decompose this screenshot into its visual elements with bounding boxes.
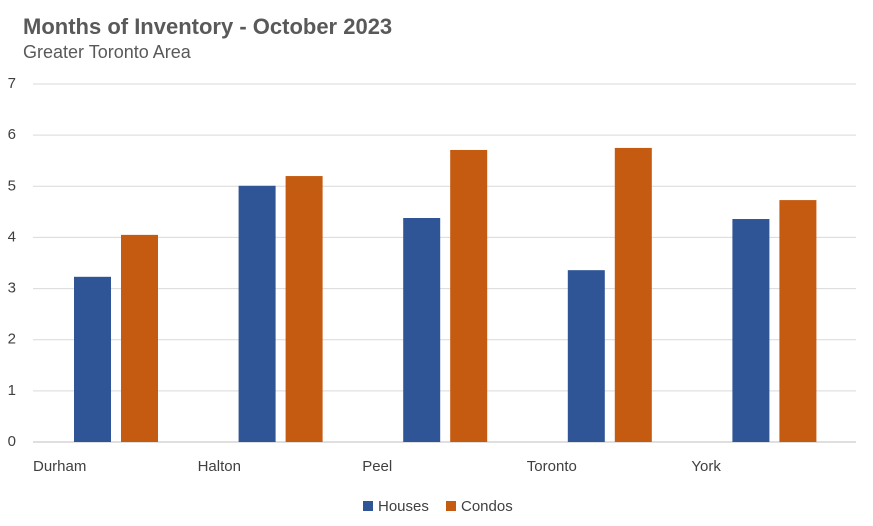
bar [403,217,441,442]
x-tick-label: Halton [198,458,241,475]
legend-label: Houses [378,498,429,515]
y-tick-label: 1 [8,382,16,399]
y-tick-label: 7 [8,75,16,92]
x-tick-label: York [691,458,721,475]
x-tick-label: Durham [33,458,86,475]
y-tick-label: 6 [8,126,16,143]
bar [567,270,605,442]
legend-label: Condos [461,498,513,515]
bar [238,185,276,442]
x-tick-label: Peel [362,458,392,475]
x-tick-label: Toronto [527,458,577,475]
bar [614,147,652,442]
legend-swatch [446,501,456,511]
legend-swatch [363,501,373,511]
bar [732,219,770,442]
y-tick-label: 5 [8,177,16,194]
y-tick-label: 0 [8,433,16,450]
y-tick-label: 2 [8,331,16,348]
y-tick-label: 4 [8,228,16,245]
chart-subtitle: Greater Toronto Area [23,42,192,62]
y-tick-label: 3 [8,280,16,297]
bar [285,176,323,443]
bar [450,149,488,442]
chart-title: Months of Inventory - October 2023 [23,14,392,39]
bar [121,234,158,442]
bar [779,200,817,442]
bar [74,276,111,442]
